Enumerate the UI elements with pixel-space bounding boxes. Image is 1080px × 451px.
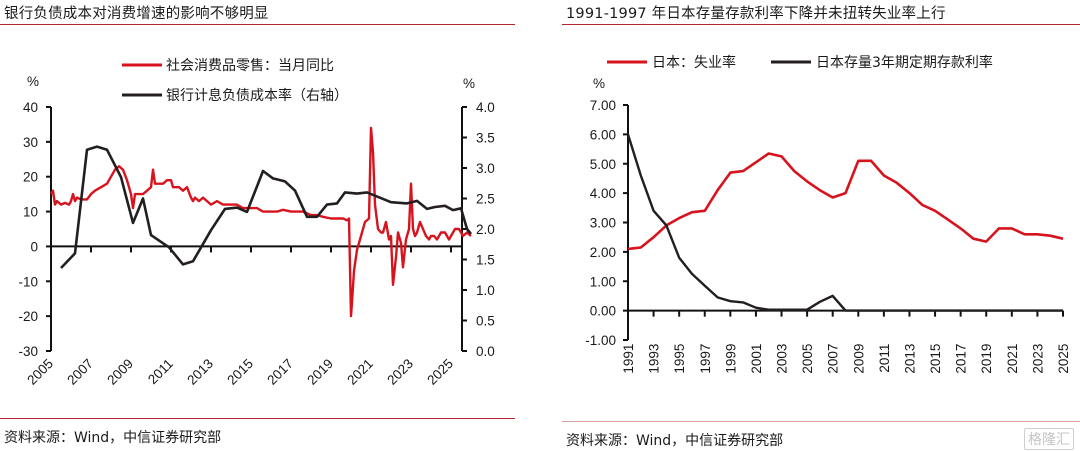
y-tick-label: 5.00 <box>590 157 616 172</box>
chart-panel-right: 1991-1997 年日本存量存款利率下降并未扭转失业率上行 日本：失业率 日本存… <box>540 0 1080 451</box>
x-tick-label: 1997 <box>698 344 713 374</box>
x-tick-label: 2023 <box>1030 344 1045 374</box>
y-left-tick-label: -20 <box>18 309 38 324</box>
x-tick-label: 2003 <box>775 344 790 374</box>
x-tick-label: 2011 <box>877 344 892 373</box>
y-right-tick-label: 0.0 <box>476 344 495 359</box>
x-tick-label: 2013 <box>902 344 917 374</box>
y-right-tick-label: 2.0 <box>476 222 495 237</box>
y-right-tick-label: 3.0 <box>476 161 495 176</box>
x-tick-label: 2019 <box>304 356 336 388</box>
x-tick-label: 2007 <box>64 356 96 388</box>
series-line-unemployment <box>627 152 1064 251</box>
source-divider <box>0 418 515 419</box>
x-tick-label: 2009 <box>104 356 136 388</box>
x-tick-label: 1991 <box>621 344 636 374</box>
legend-label-deposit-cost: 银行计息负债成本率（右轴） <box>166 87 348 104</box>
x-tick-label: 2019 <box>979 344 994 374</box>
x-tick-label: 1995 <box>672 344 687 374</box>
x-tick-label: 2017 <box>264 356 296 388</box>
y-left-tick-label: 20 <box>23 170 38 185</box>
y-right-tick-label: 2.5 <box>476 192 495 207</box>
source-divider <box>562 421 1080 422</box>
y-right-tick-label: 0.5 <box>476 314 495 329</box>
y-left-tick-label: 10 <box>23 205 38 220</box>
chart-panel-left: 银行负债成本对消费增速的影响不够明显 社会消费品零售：当月同比 银行计息负债成本率… <box>0 6 515 446</box>
y-tick-label: 1.00 <box>590 274 616 289</box>
x-tick-label: 2015 <box>224 356 256 388</box>
y-right-tick-label: 1.0 <box>476 283 495 298</box>
chart-right-svg: 日本：失业率 日本存量3年期定期存款利率% 7.00 6.00 5.00 4.00 3.00… <box>585 54 1071 374</box>
x-tick-label: 1999 <box>723 344 738 374</box>
y-left-tick-label: 0 <box>30 239 38 254</box>
x-tick-label: 2023 <box>384 356 416 388</box>
x-tick-label: 2013 <box>184 356 216 388</box>
y-tick-label: -1.00 <box>585 333 616 348</box>
y-tick-label: 3.00 <box>590 216 616 231</box>
x-tick-label: 2009 <box>851 344 866 374</box>
series-line-retail-sales <box>49 126 472 318</box>
x-tick-label: 2007 <box>826 344 841 374</box>
y-right-tick-label: 3.5 <box>476 131 495 146</box>
source-note: 资料来源：Wind，中信证券研究部 <box>566 433 784 449</box>
legend-label-deposit-rate: 日本存量3年期定期存款利率 <box>816 54 993 71</box>
y-axis-unit: % <box>593 76 605 91</box>
title-divider <box>562 24 1080 25</box>
y-axis-right-unit: % <box>463 76 475 91</box>
x-tick-label: 2015 <box>928 344 943 374</box>
source-note: 资料来源：Wind，中信证券研究部 <box>4 430 222 446</box>
chart-title: 银行负债成本对消费增速的影响不够明显 <box>4 6 269 22</box>
title-divider <box>0 24 515 25</box>
x-tick-label: 2025 <box>424 356 456 388</box>
y-tick-label: 0.00 <box>590 304 616 319</box>
x-tick-label: 2021 <box>344 356 376 388</box>
y-left-tick-label: -10 <box>18 274 38 289</box>
x-tick-label: 2011 <box>145 356 176 387</box>
x-tick-label: 1993 <box>647 344 662 374</box>
y-right-tick-label: 1.5 <box>476 253 495 268</box>
y-tick-label: 7.00 <box>590 98 616 113</box>
x-tick-label: 2021 <box>1005 344 1020 374</box>
y-right-tick-label: 4.0 <box>476 100 495 115</box>
y-tick-label: 6.00 <box>590 127 616 142</box>
chart-title: 1991-1997 年日本存量存款利率下降并未扭转失业率上行 <box>566 6 946 22</box>
y-tick-label: 2.00 <box>590 245 616 260</box>
watermark-logo: 格隆汇 <box>1024 428 1074 450</box>
x-tick-label: 2005 <box>800 344 815 374</box>
x-tick-label: 2025 <box>1056 344 1071 374</box>
x-tick-label: 2001 <box>749 344 764 374</box>
x-tick-label: 2017 <box>954 344 969 374</box>
y-left-tick-label: 30 <box>23 135 38 150</box>
series-line-deposit-rate <box>626 134 1063 312</box>
legend-label-unemployment: 日本：失业率 <box>652 54 736 71</box>
x-tick-label: 2005 <box>24 356 56 388</box>
y-tick-label: 4.00 <box>590 186 616 201</box>
legend-label-retail-sales: 社会消费品零售：当月同比 <box>166 58 334 74</box>
series-line-deposit-cost <box>60 145 473 269</box>
y-left-tick-label: -30 <box>18 344 38 359</box>
y-left-tick-label: 40 <box>23 100 38 115</box>
y-axis-left-unit: % <box>27 74 39 89</box>
